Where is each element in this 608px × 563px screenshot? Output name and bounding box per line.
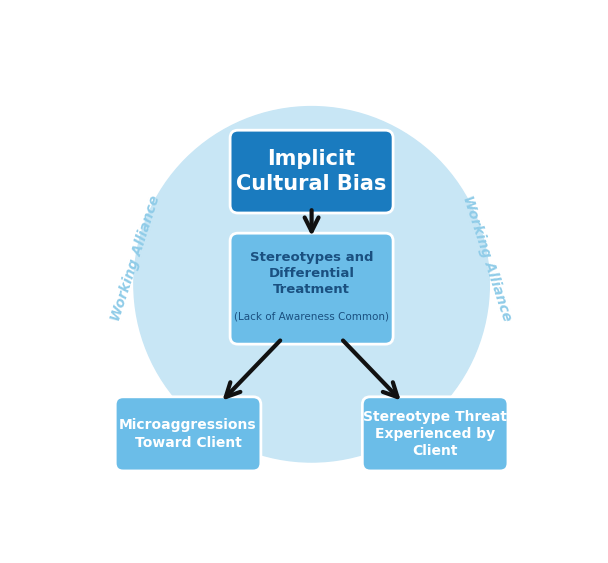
Text: Implicit
Cultural Bias: Implicit Cultural Bias	[237, 149, 387, 194]
Text: (Lack of Awareness Common): (Lack of Awareness Common)	[234, 312, 389, 322]
FancyBboxPatch shape	[230, 130, 393, 213]
Text: Microaggressions
Toward Client: Microaggressions Toward Client	[119, 418, 257, 449]
Circle shape	[134, 106, 489, 462]
Text: Working Alliance: Working Alliance	[109, 194, 163, 323]
Text: Working Alliance: Working Alliance	[460, 194, 514, 323]
Text: Stereotype Threat
Experienced by
Client: Stereotype Threat Experienced by Client	[363, 409, 507, 458]
Text: Stereotypes and
Differential
Treatment: Stereotypes and Differential Treatment	[250, 251, 373, 296]
FancyBboxPatch shape	[362, 397, 508, 471]
FancyBboxPatch shape	[116, 397, 261, 471]
FancyBboxPatch shape	[230, 233, 393, 344]
